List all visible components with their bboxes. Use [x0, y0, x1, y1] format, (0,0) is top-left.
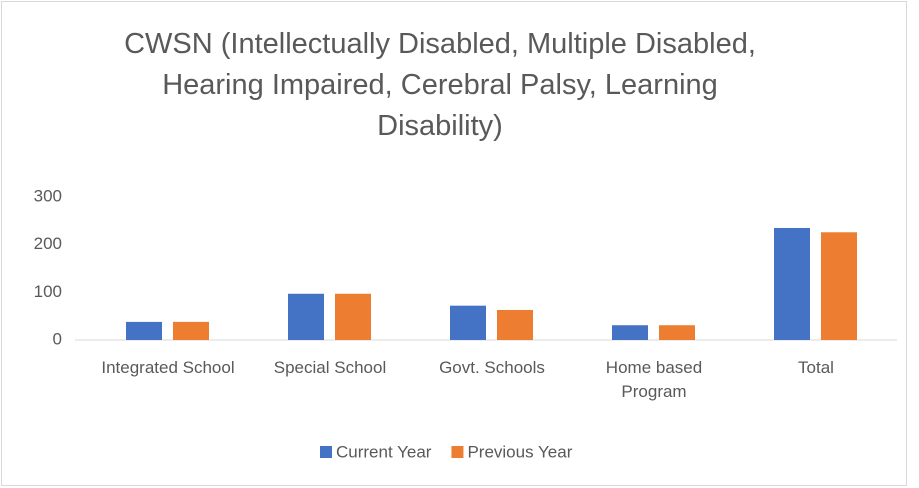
- x-tick-label: Govt. Schools: [439, 358, 545, 377]
- chart-frame: [1, 1, 907, 486]
- chart-title: CWSN (Intellectually Disabled, Multiple …: [124, 28, 756, 142]
- bar: [126, 321, 162, 340]
- legend-label: Previous Year: [467, 442, 572, 461]
- bar: [173, 321, 209, 340]
- bar: [497, 309, 533, 340]
- legend-swatch: [451, 446, 464, 458]
- bar: [821, 232, 857, 340]
- y-tick-label: 200: [34, 234, 62, 253]
- x-tick-label: Special School: [273, 358, 387, 377]
- x-tick-label: Home based Program: [605, 358, 703, 401]
- bar: [288, 293, 324, 340]
- x-tick-label: Integrated School: [101, 358, 235, 377]
- legend-swatch: [320, 446, 332, 458]
- legend-label: Current Year: [336, 442, 432, 461]
- bar: [335, 293, 371, 340]
- y-tick-label: 0: [53, 329, 62, 348]
- bar: [659, 325, 695, 340]
- bar: [450, 305, 486, 340]
- y-tick-label: 300: [34, 186, 62, 205]
- bar: [774, 227, 810, 340]
- x-tick-label: Total: [798, 358, 834, 377]
- bar: [612, 325, 648, 340]
- y-tick-label: 100: [34, 282, 62, 301]
